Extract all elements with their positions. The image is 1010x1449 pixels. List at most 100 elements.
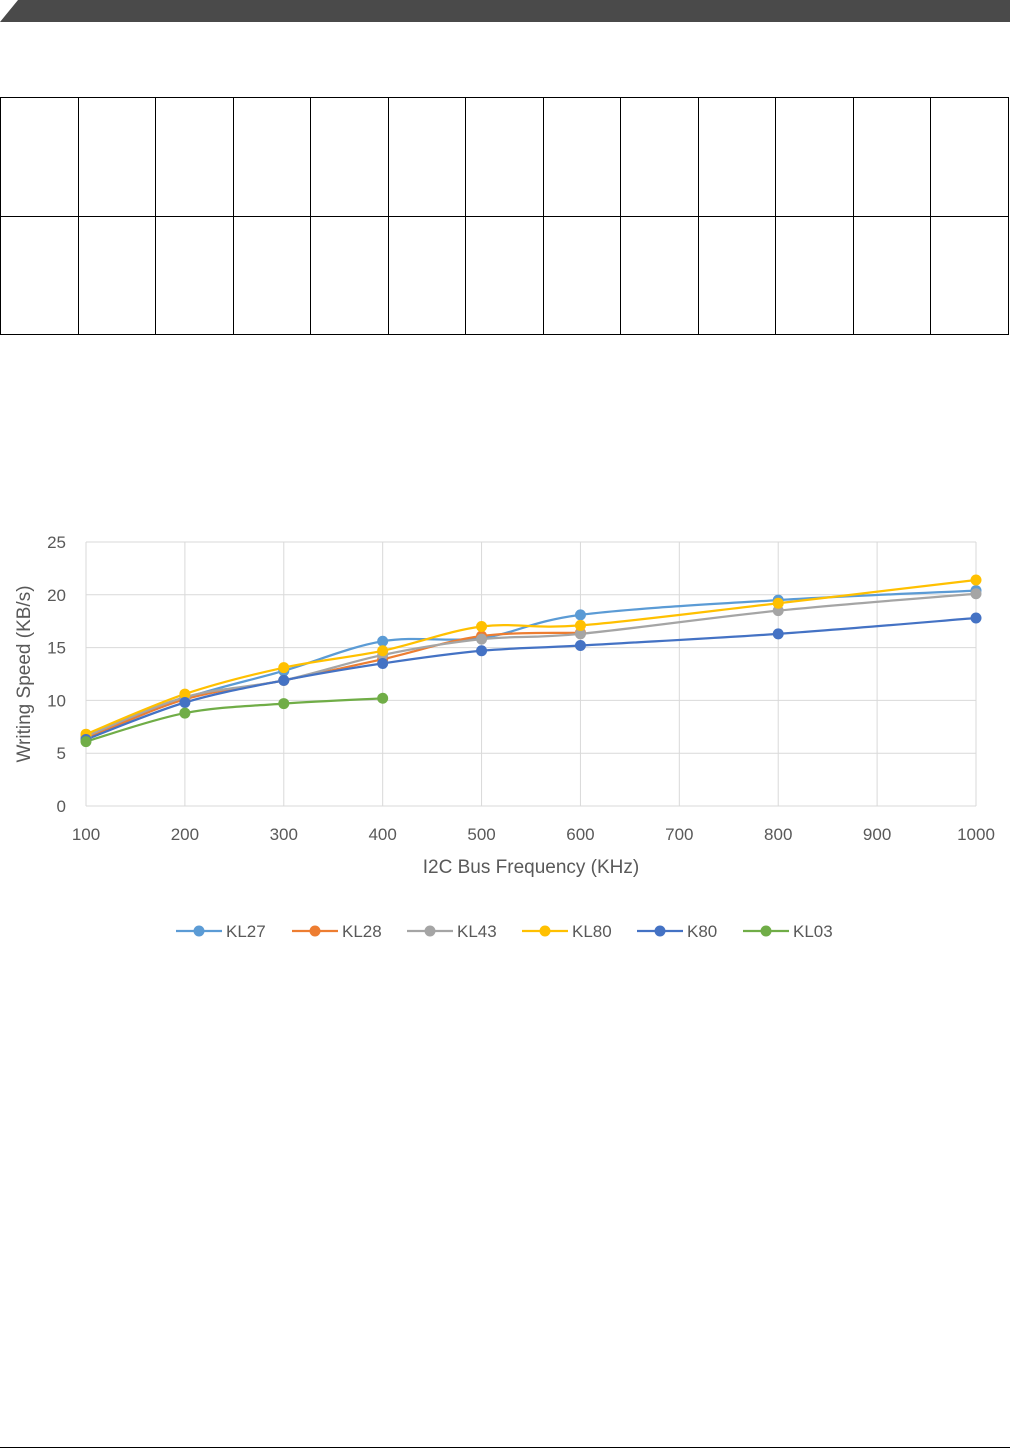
legend-swatch-marker: [539, 925, 551, 937]
data-point-kl03: [278, 698, 290, 710]
legend-label: KL03: [793, 922, 833, 941]
data-point-k80: [970, 612, 982, 624]
y-tick-label: 15: [47, 639, 66, 658]
legend-item-kl28: KL28: [292, 922, 382, 941]
legend: KL27 KL28 KL43 KL80 K80 KL03: [176, 922, 833, 941]
y-tick-label: 20: [47, 586, 66, 605]
table-cell: [697, 215, 777, 335]
table-cell: [387, 97, 467, 217]
x-tick-label: 700: [665, 825, 693, 844]
legend-label: KL43: [457, 922, 497, 941]
x-tick-label: 200: [171, 825, 199, 844]
table-cell: [775, 97, 854, 217]
table-cell: [310, 97, 389, 217]
data-point-k80: [377, 657, 389, 669]
table-cell: [775, 215, 854, 335]
data-point-kl80: [476, 620, 488, 632]
table-cell: [155, 97, 234, 217]
legend-swatch-marker: [309, 925, 321, 937]
data-point-kl27: [574, 609, 586, 621]
x-tick-label: 500: [467, 825, 495, 844]
table-cell: [0, 215, 79, 335]
line-chart: 100 200 300 400 500 600 700 800 900 1000 0 5 10 15 20…: [14, 533, 995, 941]
empty-table: [0, 97, 1009, 335]
x-tick-label: 1000: [957, 825, 995, 844]
data-point-kl03: [80, 736, 92, 748]
data-point-kl80: [278, 662, 290, 674]
x-tick-label: 400: [368, 825, 396, 844]
y-tick-label: 0: [57, 797, 66, 816]
table-cell: [930, 97, 1009, 217]
x-tick-label: 600: [566, 825, 594, 844]
series-line-kl43: [85, 592, 977, 738]
legend-label: KL27: [226, 922, 266, 941]
x-tick-label: 900: [863, 825, 891, 844]
data-point-kl80: [377, 645, 389, 657]
data-point-kl03: [179, 707, 191, 719]
table-cell: [77, 97, 157, 217]
table-row: [0, 97, 1009, 217]
table-cell: [232, 215, 312, 335]
legend-swatch-marker: [654, 925, 666, 937]
table-cell: [542, 97, 622, 217]
legend-label: KL80: [572, 922, 612, 941]
y-axis-title: Writing Speed (KB/s): [14, 585, 35, 762]
data-point-k80: [574, 639, 586, 651]
table-row: [0, 215, 1009, 335]
table-cell: [155, 215, 234, 335]
series-line-kl80: [85, 578, 977, 736]
table-cell: [542, 215, 622, 335]
footer-rule: [0, 1447, 1010, 1448]
header-band: [0, 0, 1010, 22]
legend-label: KL28: [342, 922, 382, 941]
data-point-k80: [476, 645, 488, 657]
data-point-kl80: [574, 619, 586, 631]
data-point-kl80: [179, 688, 191, 700]
x-tick-labels: 100 200 300 400 500 600 700 800 900 1000: [72, 825, 995, 844]
legend-item-k80: K80: [637, 922, 717, 941]
table-cell: [697, 97, 777, 217]
data-point-kl80: [772, 597, 784, 609]
legend-swatch-marker: [424, 925, 436, 937]
table-cell: [0, 97, 79, 217]
table-cell: [620, 215, 699, 335]
legend-item-kl43: KL43: [407, 922, 497, 941]
table-cell: [852, 97, 932, 217]
data-point-k80: [278, 674, 290, 686]
table-cell: [465, 215, 544, 335]
legend-item-kl03: KL03: [743, 922, 833, 941]
data-point-kl80: [970, 574, 982, 586]
x-tick-label: 300: [270, 825, 298, 844]
table-cell: [232, 97, 312, 217]
data-point-kl03: [377, 692, 389, 704]
data-point-k80: [179, 697, 191, 709]
legend-item-kl80: KL80: [522, 922, 612, 941]
data-point-k80: [772, 628, 784, 640]
legend-swatch-marker: [193, 925, 205, 937]
table-cell: [620, 97, 699, 217]
series-line-kl03: [85, 697, 383, 743]
table-cell: [310, 215, 389, 335]
legend-item-kl27: KL27: [176, 922, 266, 941]
grid-lines: [85, 541, 977, 807]
legend-label: K80: [687, 922, 717, 941]
legend-swatch-marker: [760, 925, 772, 937]
table-cell: [387, 215, 467, 335]
table-cell: [77, 215, 157, 335]
data-point-kl43: [574, 628, 586, 640]
y-tick-label: 25: [47, 533, 66, 552]
table-cell: [465, 97, 544, 217]
x-tick-label: 800: [764, 825, 792, 844]
data-point-kl43: [970, 588, 982, 600]
y-tick-label: 5: [57, 744, 66, 763]
table-cell: [852, 215, 932, 335]
data-point-kl43: [476, 633, 488, 645]
x-axis-title: I2C Bus Frequency (KHz): [423, 857, 639, 878]
x-tick-label: 100: [72, 825, 100, 844]
table-cell: [930, 215, 1009, 335]
series-lines: [80, 574, 982, 748]
series-line-kl27: [85, 589, 977, 739]
y-tick-labels: 0 5 10 15 20 25: [47, 533, 66, 816]
y-tick-label: 10: [47, 691, 66, 710]
data-point-kl27: [377, 635, 389, 647]
